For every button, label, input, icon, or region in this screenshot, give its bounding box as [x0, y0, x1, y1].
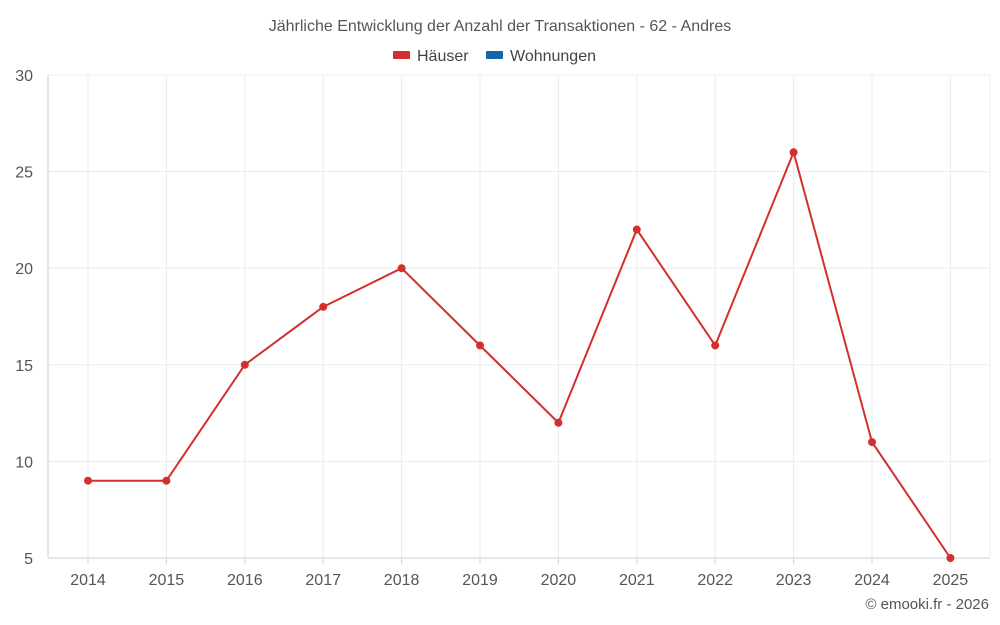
grid [48, 74, 991, 558]
data-point-2022[interactable] [711, 341, 720, 350]
x-tick-label: 2019 [462, 572, 498, 589]
series-line [88, 151, 952, 559]
x-tick-label: 2017 [305, 572, 341, 589]
data-point-2025[interactable] [946, 554, 955, 562]
x-tick-label: 2014 [70, 572, 106, 589]
y-tick-label: 30 [15, 68, 33, 85]
x-tick-label: 2020 [541, 572, 577, 589]
legend-item-haeuser[interactable]: Häuser [393, 48, 469, 65]
axes [47, 75, 990, 564]
legend-swatch-wohnungen [486, 51, 503, 59]
legend: Häuser Wohnungen [393, 48, 596, 65]
data-point-2017[interactable] [319, 302, 328, 311]
x-tick-label: 2021 [619, 572, 655, 589]
data-point-2018[interactable] [397, 264, 406, 273]
data-point-2015[interactable] [162, 476, 171, 485]
x-tick-label: 2015 [149, 572, 185, 589]
legend-label-haeuser: Häuser [417, 48, 469, 65]
legend-label-wohnungen: Wohnungen [510, 48, 596, 65]
x-axis-ticks: 2014 2015 2016 2017 2018 2019 2020 2021 2022 2023… [70, 572, 968, 589]
data-point-2021[interactable] [632, 225, 641, 234]
credit-text: © emooki.fr - 2026 [865, 596, 989, 613]
y-axis-ticks: 5 10 15 20 25 30 [15, 68, 33, 568]
x-tick-label: 2018 [384, 572, 420, 589]
x-tick-label: 2024 [854, 572, 890, 589]
y-tick-label: 5 [24, 551, 33, 568]
x-tick-label: 2025 [933, 572, 969, 589]
data-point-2016[interactable] [240, 360, 249, 369]
data-point-2019[interactable] [476, 341, 484, 350]
data-point-2020[interactable] [554, 418, 563, 427]
y-tick-label: 10 [15, 454, 33, 471]
chart-title: Jährliche Entwicklung der Anzahl der Tra… [269, 18, 731, 35]
legend-item-wohnungen[interactable]: Wohnungen [486, 48, 596, 65]
legend-swatch-haeuser [393, 51, 410, 59]
x-tick-label: 2016 [227, 572, 263, 589]
x-tick-label: 2022 [697, 572, 733, 589]
data-point-2014[interactable] [84, 476, 92, 485]
data-point-2023[interactable] [789, 148, 798, 157]
y-tick-label: 20 [15, 261, 33, 278]
y-tick-label: 25 [15, 165, 33, 182]
x-tick-label: 2023 [776, 572, 812, 589]
series-haeuser [84, 148, 955, 562]
y-tick-label: 15 [15, 358, 33, 375]
data-point-2024[interactable] [868, 438, 876, 447]
